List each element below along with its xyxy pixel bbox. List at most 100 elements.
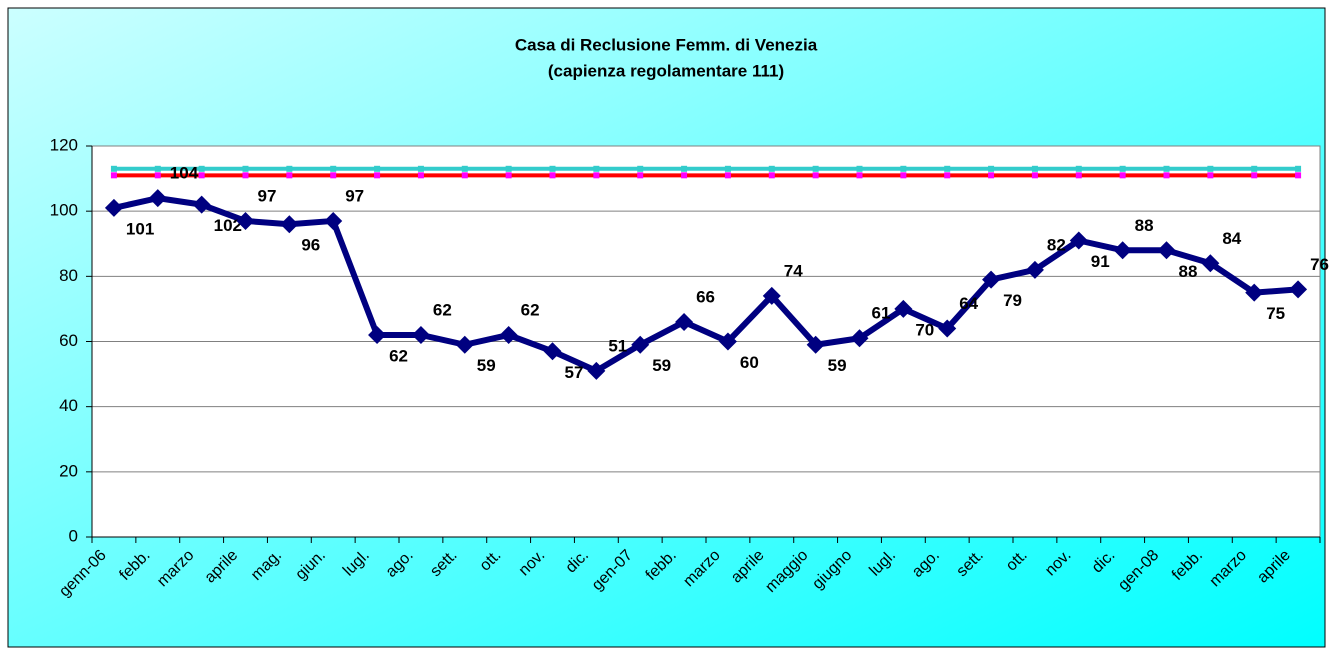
y-tick-label: 60 <box>59 331 78 350</box>
marker <box>192 195 211 214</box>
marker <box>1157 241 1176 260</box>
marker <box>286 172 293 179</box>
marker <box>900 165 907 172</box>
marker <box>330 165 337 172</box>
data-label: 62 <box>389 346 408 365</box>
chart-subtitle: (capienza regolamentare 111) <box>548 61 784 80</box>
marker <box>944 165 951 172</box>
marker <box>198 172 205 179</box>
marker <box>154 172 161 179</box>
marker <box>417 172 424 179</box>
data-label: 59 <box>477 356 496 375</box>
marker <box>718 332 737 351</box>
data-label: 70 <box>915 320 934 339</box>
data-label: 62 <box>521 300 540 319</box>
marker <box>549 172 556 179</box>
data-label: 74 <box>784 261 803 280</box>
data-label: 79 <box>1003 291 1022 310</box>
marker <box>988 165 995 172</box>
data-label: 84 <box>1222 229 1241 248</box>
marker <box>856 172 863 179</box>
data-label: 51 <box>608 336 627 355</box>
marker <box>1289 280 1308 299</box>
marker <box>593 172 600 179</box>
marker <box>148 189 167 208</box>
marker <box>1207 172 1214 179</box>
marker <box>681 172 688 179</box>
marker <box>724 165 731 172</box>
marker <box>417 165 424 172</box>
marker <box>374 165 381 172</box>
marker <box>461 165 468 172</box>
marker <box>549 165 556 172</box>
data-label: 61 <box>872 304 891 323</box>
marker <box>1031 165 1038 172</box>
marker <box>1245 283 1264 302</box>
data-label: 97 <box>345 186 364 205</box>
marker <box>505 165 512 172</box>
data-label: 104 <box>170 164 199 183</box>
marker <box>242 165 249 172</box>
marker <box>1163 165 1170 172</box>
marker <box>988 172 995 179</box>
marker <box>505 172 512 179</box>
data-label: 96 <box>301 236 320 255</box>
marker <box>894 299 913 318</box>
data-label: 97 <box>258 186 277 205</box>
marker <box>1119 165 1126 172</box>
marker <box>110 165 117 172</box>
marker <box>768 165 775 172</box>
y-tick-label: 0 <box>69 526 78 545</box>
marker <box>856 165 863 172</box>
marker <box>850 329 869 348</box>
marker <box>1251 165 1258 172</box>
data-label: 88 <box>1179 262 1198 281</box>
marker <box>1207 165 1214 172</box>
marker <box>236 211 255 230</box>
data-label: 59 <box>828 356 847 375</box>
marker <box>675 312 694 331</box>
marker <box>1069 231 1088 250</box>
y-tick-label: 120 <box>50 135 78 154</box>
marker <box>1251 172 1258 179</box>
data-label: 66 <box>696 287 715 306</box>
y-tick-label: 20 <box>59 461 78 480</box>
marker <box>154 165 161 172</box>
marker <box>104 198 123 217</box>
marker <box>543 342 562 361</box>
y-tick-label: 80 <box>59 266 78 285</box>
marker <box>1295 172 1302 179</box>
marker <box>110 172 117 179</box>
marker <box>499 325 518 344</box>
data-label: 60 <box>740 353 759 372</box>
data-label: 64 <box>959 294 978 313</box>
marker <box>455 335 474 354</box>
marker <box>938 319 957 338</box>
marker <box>982 270 1001 289</box>
marker <box>812 172 819 179</box>
chart-title: Casa di Reclusione Femm. di Venezia <box>515 35 818 54</box>
data-label: 75 <box>1266 304 1285 323</box>
marker <box>762 286 781 305</box>
marker <box>593 165 600 172</box>
marker <box>1201 254 1220 273</box>
data-label: 76 <box>1310 255 1329 274</box>
marker <box>198 165 205 172</box>
series-line <box>113 195 1299 374</box>
marker <box>242 172 249 179</box>
marker <box>1075 172 1082 179</box>
data-label: 59 <box>652 356 671 375</box>
data-label: 101 <box>126 219 154 238</box>
marker <box>587 361 606 380</box>
data-label: 102 <box>214 216 242 235</box>
marker <box>637 165 644 172</box>
data-label: 91 <box>1091 252 1110 271</box>
marker <box>900 172 907 179</box>
marker <box>1113 241 1132 260</box>
data-label: 62 <box>433 300 452 319</box>
data-label: 57 <box>565 363 584 382</box>
marker <box>324 211 343 230</box>
marker <box>1163 172 1170 179</box>
marker <box>944 172 951 179</box>
